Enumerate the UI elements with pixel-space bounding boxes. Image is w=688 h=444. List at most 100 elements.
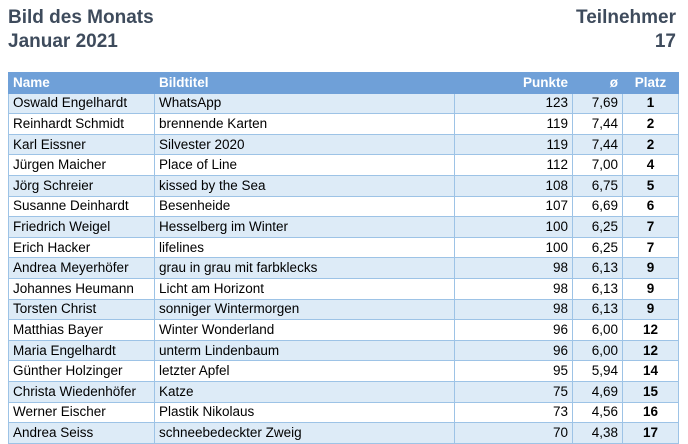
- page-title: Bild des Monats: [8, 7, 154, 28]
- cell-points: 112: [454, 154, 573, 176]
- cell-rank: 9: [622, 257, 679, 279]
- cell-name: Christa Wiedenhöfer: [8, 380, 155, 403]
- table-row: Günther Holzinger letzter Apfel 95 5,94 14: [8, 360, 679, 382]
- table-row: Oswald Engelhardt WhatsApp 123 7,69 1: [8, 92, 679, 115]
- cell-rank: 2: [622, 113, 679, 135]
- cell-average: 6,13: [572, 277, 623, 300]
- column-header-title: Bildtitel: [154, 72, 455, 94]
- cell-title: lifelines: [154, 236, 455, 259]
- cell-title: grau in grau mit farbklecks: [154, 257, 455, 279]
- table-row: Matthias Bayer Winter Wonderland 96 6,00 12: [8, 319, 679, 341]
- cell-name: Maria Engelhardt: [8, 339, 155, 362]
- cell-name: Torsten Christ: [8, 298, 155, 321]
- table-row: Erich Hacker lifelines 100 6,25 7: [8, 236, 679, 259]
- cell-points: 98: [454, 277, 573, 300]
- cell-name: Werner Eischer: [8, 401, 155, 424]
- page-subtitle: Januar 2021: [8, 31, 118, 52]
- cell-title: schneebedeckter Zweig: [154, 422, 455, 444]
- cell-rank: 12: [622, 319, 679, 341]
- cell-average: 7,69: [572, 92, 623, 115]
- cell-rank: 12: [622, 339, 679, 362]
- table-row: Jörg Schreier kissed by the Sea 108 6,75 5: [8, 174, 679, 197]
- cell-name: Karl Eissner: [8, 133, 155, 156]
- cell-name: Andrea Meyerhöfer: [8, 257, 155, 279]
- cell-average: 6,25: [572, 216, 623, 238]
- cell-rank: 5: [622, 174, 679, 197]
- cell-name: Johannes Heumann: [8, 277, 155, 300]
- cell-name: Matthias Bayer: [8, 319, 155, 341]
- table-row: Karl Eissner Silvester 2020 119 7,44 2: [8, 133, 679, 156]
- cell-title: Katze: [154, 380, 455, 403]
- cell-name: Jürgen Maicher: [8, 154, 155, 176]
- cell-points: 98: [454, 257, 573, 279]
- column-header-rank: Platz: [622, 72, 679, 94]
- table-row: Christa Wiedenhöfer Katze 75 4,69 15: [8, 380, 679, 403]
- cell-rank: 15: [622, 380, 679, 403]
- column-header-points: Punkte: [454, 72, 573, 94]
- cell-points: 119: [454, 133, 573, 156]
- page-header-left: Bild des Monats Januar 2021: [8, 6, 154, 54]
- table-row: Friedrich Weigel Hesselberg im Winter 100 6…: [8, 216, 679, 238]
- cell-points: 96: [454, 339, 573, 362]
- cell-title: unterm Lindenbaum: [154, 339, 455, 362]
- cell-points: 98: [454, 298, 573, 321]
- cell-points: 75: [454, 380, 573, 403]
- participants-label: Teilnehmer: [576, 7, 676, 28]
- cell-title: Hesselberg im Winter: [154, 216, 455, 238]
- table-row: Jürgen Maicher Place of Line 112 7,00 4: [8, 154, 679, 176]
- cell-rank: 6: [622, 195, 679, 218]
- cell-points: 73: [454, 401, 573, 424]
- cell-rank: 2: [622, 133, 679, 156]
- cell-points: 123: [454, 92, 573, 115]
- cell-points: 108: [454, 174, 573, 197]
- table-row: Andrea Meyerhöfer grau in grau mit farbkl…: [8, 257, 679, 279]
- results-table: Name Bildtitel Punkte ø Platz Oswald Eng…: [8, 72, 679, 444]
- cell-title: Besenheide: [154, 195, 455, 218]
- cell-average: 4,38: [572, 422, 623, 444]
- page-header-right: Teilnehmer 17: [576, 6, 676, 54]
- cell-points: 96: [454, 319, 573, 341]
- table-header-row: Name Bildtitel Punkte ø Platz: [8, 72, 679, 94]
- cell-title: Place of Line: [154, 154, 455, 176]
- column-header-average: ø: [572, 72, 623, 94]
- cell-name: Susanne Deinhardt: [8, 195, 155, 218]
- table-row: Werner Eischer Plastik Nikolaus 73 4,56 16: [8, 401, 679, 424]
- cell-average: 7,00: [572, 154, 623, 176]
- cell-average: 7,44: [572, 133, 623, 156]
- cell-name: Günther Holzinger: [8, 360, 155, 382]
- cell-rank: 7: [622, 236, 679, 259]
- cell-name: Erich Hacker: [8, 236, 155, 259]
- cell-title: WhatsApp: [154, 92, 455, 115]
- participants-count: 17: [654, 31, 676, 52]
- cell-average: 6,13: [572, 257, 623, 279]
- column-header-name: Name: [8, 72, 155, 94]
- cell-name: Andrea Seiss: [8, 422, 155, 444]
- cell-average: 5,94: [572, 360, 623, 382]
- cell-rank: 7: [622, 216, 679, 238]
- cell-rank: 4: [622, 154, 679, 176]
- cell-average: 4,56: [572, 401, 623, 424]
- cell-rank: 9: [622, 298, 679, 321]
- table-row: Torsten Christ sonniger Wintermorgen 98 6,1…: [8, 298, 679, 321]
- cell-title: Licht am Horizont: [154, 277, 455, 300]
- cell-name: Friedrich Weigel: [8, 216, 155, 238]
- table-row: Reinhardt Schmidt brennende Karten 119 7,44…: [8, 113, 679, 135]
- cell-name: Jörg Schreier: [8, 174, 155, 197]
- cell-title: kissed by the Sea: [154, 174, 455, 197]
- cell-average: 6,75: [572, 174, 623, 197]
- table-row: Susanne Deinhardt Besenheide 107 6,69 6: [8, 195, 679, 218]
- cell-rank: 17: [622, 422, 679, 444]
- table-row: Maria Engelhardt unterm Lindenbaum 96 6,00 1…: [8, 339, 679, 362]
- cell-rank: 14: [622, 360, 679, 382]
- cell-average: 7,44: [572, 113, 623, 135]
- cell-title: Winter Wonderland: [154, 319, 455, 341]
- cell-title: sonniger Wintermorgen: [154, 298, 455, 321]
- cell-average: 6,25: [572, 236, 623, 259]
- cell-points: 70: [454, 422, 573, 444]
- cell-average: 6,00: [572, 339, 623, 362]
- cell-title: Plastik Nikolaus: [154, 401, 455, 424]
- cell-points: 95: [454, 360, 573, 382]
- cell-rank: 1: [622, 92, 679, 115]
- cell-average: 4,69: [572, 380, 623, 403]
- cell-average: 6,69: [572, 195, 623, 218]
